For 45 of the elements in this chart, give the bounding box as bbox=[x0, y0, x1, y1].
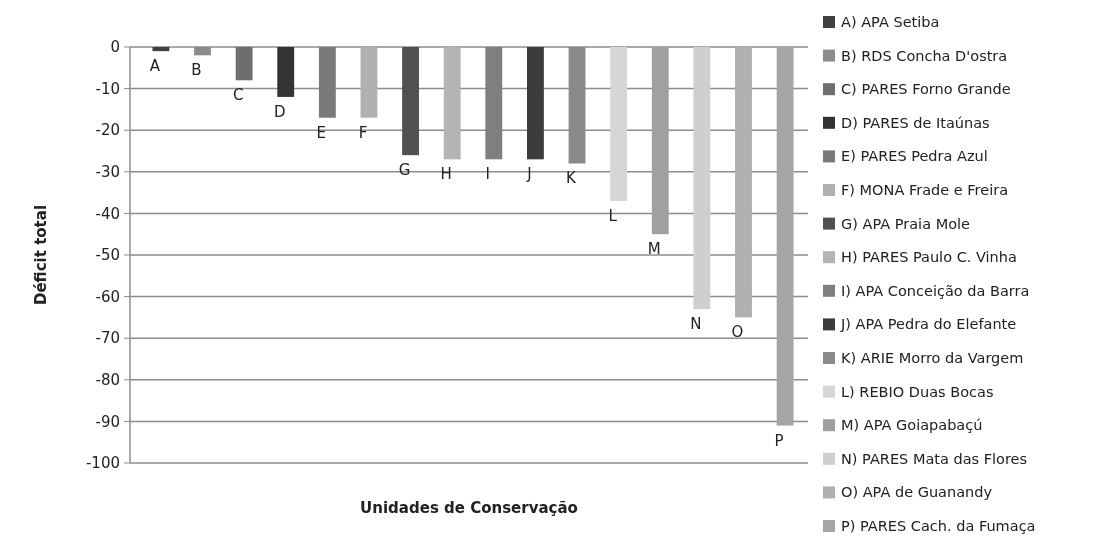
x-axis-title: Unidades de Conservação bbox=[360, 499, 578, 517]
y-tick-label: -100 bbox=[85, 454, 120, 473]
x-tick-label: L bbox=[608, 206, 618, 225]
legend-label: E) PARES Pedra Azul bbox=[841, 148, 988, 165]
legend-label: B) RDS Concha D'ostra bbox=[841, 47, 1008, 64]
legend-label: G) APA Praia Mole bbox=[841, 215, 971, 232]
legend-label: M) APA Goiapabaçú bbox=[841, 417, 983, 434]
x-tick-label: F bbox=[358, 123, 368, 142]
y-tick-label: -40 bbox=[95, 204, 120, 223]
x-tick-label: H bbox=[440, 165, 452, 184]
x-tick-label: A bbox=[149, 57, 161, 76]
x-tick-label: K bbox=[566, 169, 578, 188]
legend-label: K) ARIE Morro da Vargem bbox=[841, 350, 1024, 367]
legend-label: C) PARES Forno Grande bbox=[841, 81, 1011, 98]
y-tick-label: -50 bbox=[95, 246, 120, 265]
x-tick-label: E bbox=[316, 123, 327, 142]
legend-label: N) PARES Mata das Flores bbox=[841, 450, 1028, 467]
y-tick-label: -70 bbox=[95, 329, 120, 348]
x-tick-label: P bbox=[774, 431, 784, 450]
y-axis-title: Déficit total bbox=[32, 204, 50, 306]
x-tick-label: J bbox=[526, 165, 532, 184]
legend-label: I) APA Conceição da Barra bbox=[841, 282, 1030, 299]
x-tick-label: O bbox=[731, 323, 744, 342]
x-tick-label: D bbox=[273, 102, 286, 121]
y-tick-label: -90 bbox=[95, 412, 120, 431]
y-tick-label: -60 bbox=[95, 287, 120, 306]
x-tick-label: N bbox=[690, 315, 702, 334]
y-tick-label: 0 bbox=[110, 38, 120, 57]
x-tick-label: B bbox=[191, 61, 202, 80]
y-tick-label: -80 bbox=[95, 371, 120, 390]
legend-label: P) PARES Cach. da Fumaça bbox=[841, 518, 1036, 535]
legend-label: D) PARES de Itaúnas bbox=[841, 114, 990, 131]
legend-label: A) APA Setiba bbox=[841, 14, 940, 31]
legend-label: H) PARES Paulo C. Vinha bbox=[841, 249, 1017, 266]
legend-label: O) APA de Guanandy bbox=[841, 484, 993, 501]
y-tick-label: -20 bbox=[95, 121, 120, 140]
x-tick-label: G bbox=[398, 161, 411, 180]
y-tick-label: -10 bbox=[95, 79, 120, 98]
legend-label: L) REBIO Duas Bocas bbox=[841, 383, 994, 400]
x-tick-label: I bbox=[485, 165, 491, 184]
legend-label: J) APA Pedra do Elefante bbox=[840, 316, 1017, 333]
x-tick-label: C bbox=[232, 86, 244, 105]
y-tick-label: -30 bbox=[95, 163, 120, 182]
legend-label: F) MONA Frade e Freira bbox=[841, 182, 1009, 199]
x-tick-label: M bbox=[647, 240, 661, 259]
